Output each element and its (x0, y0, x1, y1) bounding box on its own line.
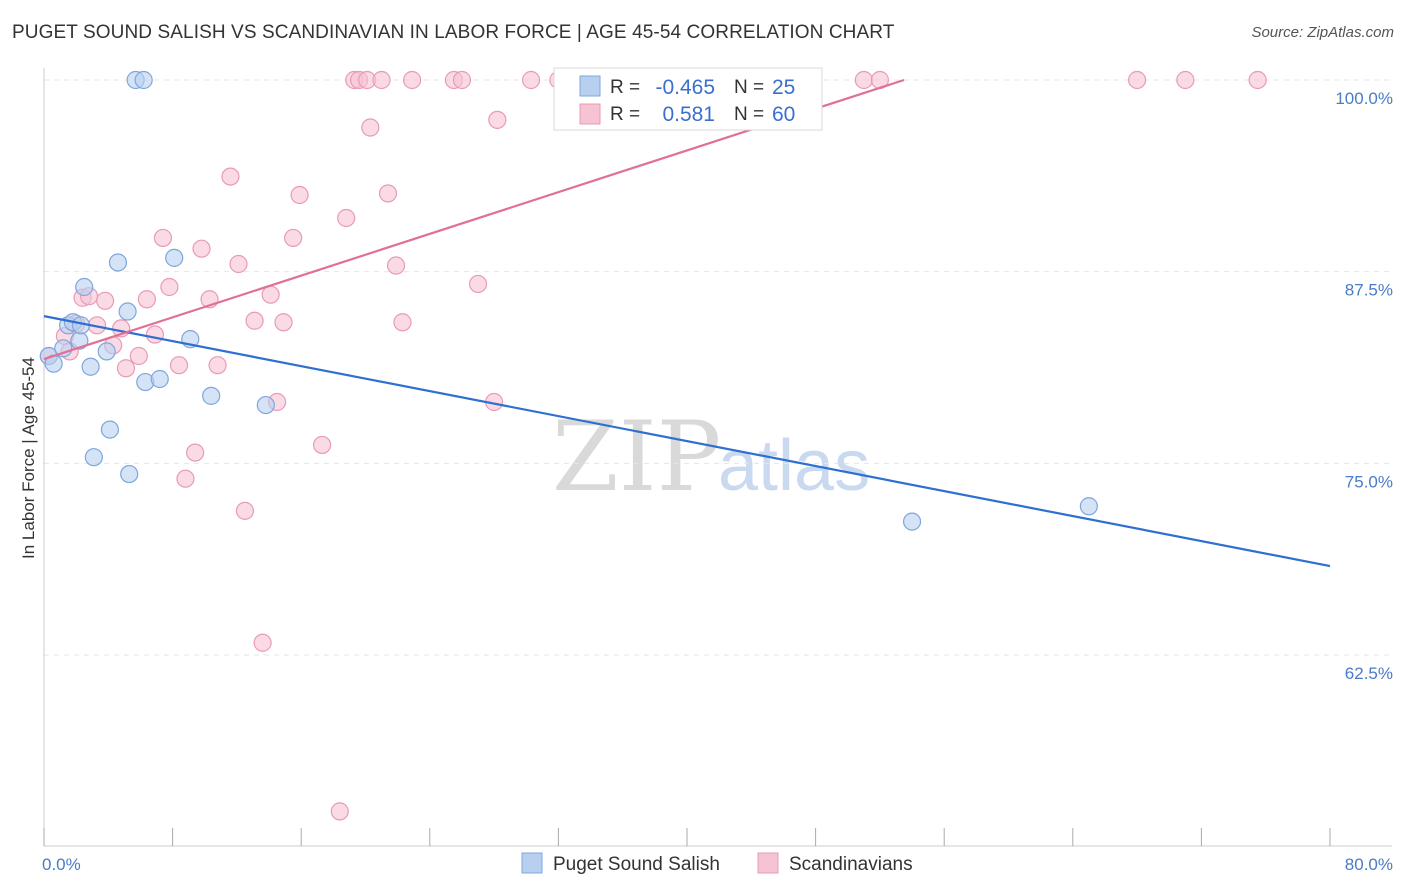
data-point-scandinavians (186, 443, 205, 462)
data-point-scandinavians (290, 185, 309, 205)
data-point-scandinavians (1127, 70, 1147, 90)
data-point-scandinavians (274, 313, 293, 332)
data-point-scandinavians (468, 274, 488, 294)
grid (44, 79, 1392, 656)
data-point-scandinavians (153, 228, 173, 248)
y-tick-label: 87.5% (1345, 281, 1393, 300)
data-point-scandinavians (176, 469, 195, 488)
watermark: ZIP atlas (552, 401, 870, 513)
data-point-scandinavians (235, 501, 255, 520)
data-point-scandinavians (95, 291, 115, 310)
data-point-scandinavians (261, 285, 280, 304)
data-point-scandinavians (221, 167, 240, 186)
data-point-scandinavians (253, 633, 272, 652)
data-point-scandinavians (372, 70, 391, 90)
data-point-puget-sound-salish (97, 342, 116, 361)
x-tick-label: 0.0% (42, 855, 81, 874)
data-point-puget-sound-salish (75, 277, 94, 297)
data-point-scandinavians (393, 313, 412, 332)
legend-swatch-pink (579, 103, 601, 125)
legend-swatch-blue (579, 75, 601, 97)
trend-line-puget-sound-salish (43, 315, 1331, 568)
y-tick-label: 100.0% (1335, 89, 1393, 108)
legend-label-scandinavians: Scandinavians (789, 854, 913, 875)
data-point-scandinavians (1176, 70, 1195, 90)
data-point-scandinavians (312, 435, 332, 455)
data-point-scandinavians (386, 256, 406, 275)
data-point-scandinavians (330, 802, 349, 821)
data-point-puget-sound-salish (120, 464, 139, 484)
x-tick-label: 80.0% (1345, 855, 1393, 874)
data-point-scandinavians (403, 70, 422, 90)
stats-legend: R = -0.465 N = 25 R = 0.581 N = 60 (553, 67, 823, 131)
data-point-scandinavians (521, 70, 541, 90)
data-point-scandinavians (361, 118, 380, 137)
axes (43, 68, 1392, 847)
data-point-scandinavians (245, 311, 264, 330)
y-tick-label: 75.0% (1345, 472, 1393, 491)
data-point-scandinavians (337, 208, 356, 228)
data-point-puget-sound-salish (165, 248, 184, 267)
watermark-atlas: atlas (718, 426, 870, 506)
data-point-scandinavians (452, 70, 472, 90)
legend-n-value: 60 (772, 103, 795, 126)
legend-r-label: R = (610, 104, 640, 125)
data-point-scandinavians (229, 254, 248, 274)
data-point-puget-sound-salish (81, 357, 100, 376)
data-point-puget-sound-salish (202, 386, 221, 405)
legend-r-value: 0.581 (662, 103, 715, 126)
legend-n-label: N = (734, 77, 764, 98)
source-credit: Source: ZipAtlas.com (1251, 24, 1394, 41)
legend-label-puget-sound-salish: Puget Sound Salish (553, 854, 720, 875)
data-point-puget-sound-salish (256, 395, 275, 415)
data-point-scandinavians (1248, 70, 1267, 90)
series-legend: Puget Sound Salish Scandinavians (521, 852, 913, 875)
data-point-scandinavians (160, 277, 179, 297)
data-point-puget-sound-salish (1079, 497, 1098, 516)
watermark-zip: ZIP (552, 401, 721, 513)
y-axis-title: In Labor Force | Age 45-54 (19, 357, 38, 559)
data-point-scandinavians (129, 346, 148, 366)
data-point-puget-sound-salish (108, 253, 128, 272)
data-point-scandinavians (854, 70, 873, 90)
chart-title: PUGET SOUND SALISH VS SCANDINAVIAN IN LA… (12, 22, 895, 43)
data-point-scandinavians (145, 325, 165, 344)
legend-n-value: 25 (772, 76, 795, 99)
data-point-scandinavians (208, 356, 227, 375)
legend-n-label: N = (734, 104, 764, 125)
data-point-scandinavians (284, 228, 303, 248)
legend-r-label: R = (610, 77, 640, 98)
legend-swatch-scandinavians (757, 852, 779, 874)
data-point-puget-sound-salish (118, 302, 137, 321)
data-point-puget-sound-salish (100, 420, 120, 439)
data-point-puget-sound-salish (134, 70, 153, 90)
legend-swatch-puget-sound-salish (521, 852, 543, 874)
data-point-scandinavians (169, 356, 189, 375)
data-point-scandinavians (378, 184, 398, 203)
data-point-puget-sound-salish (902, 512, 922, 531)
data-point-puget-sound-salish (84, 448, 103, 467)
legend-r-value: -0.465 (655, 76, 715, 99)
data-point-scandinavians (192, 239, 211, 258)
data-point-scandinavians (116, 359, 136, 378)
y-tick-label: 62.5% (1345, 664, 1393, 683)
data-point-puget-sound-salish (150, 369, 169, 389)
data-point-scandinavians (488, 110, 507, 129)
data-point-scandinavians (137, 290, 156, 309)
tick-labels: 62.5% 75.0% 87.5% 100.0% 0.0% 80.0% (42, 89, 1393, 874)
